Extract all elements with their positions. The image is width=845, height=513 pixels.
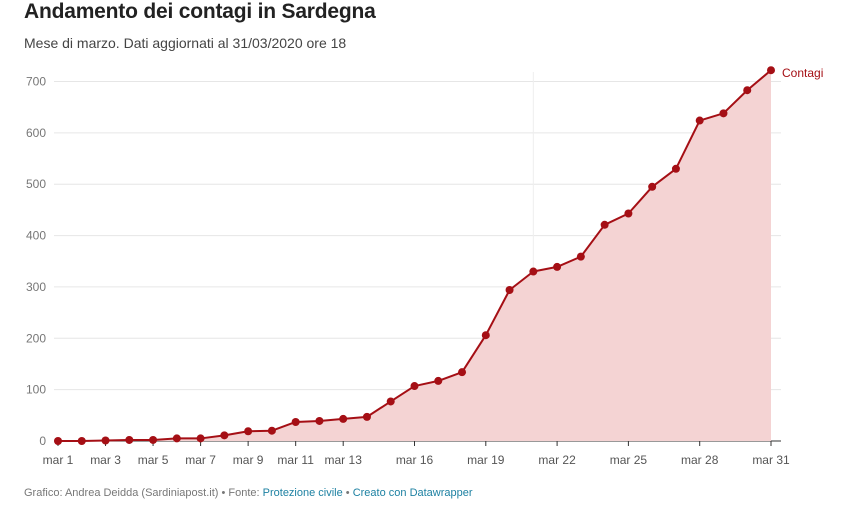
data-point (386, 397, 395, 406)
data-point (600, 220, 609, 229)
data-point (315, 416, 324, 425)
y-tick-label: 0 (39, 434, 46, 448)
x-tick-label: mar 7 (185, 453, 216, 467)
data-point (244, 427, 253, 436)
datawrapper-link[interactable]: Creato con Datawrapper (352, 487, 473, 499)
x-tick-label: mar 16 (396, 453, 434, 467)
data-point (220, 431, 229, 440)
data-point (529, 267, 538, 276)
x-tick-label: mar 28 (681, 453, 719, 467)
data-point (339, 414, 348, 423)
data-point (101, 436, 110, 445)
data-point (553, 262, 562, 271)
data-point (54, 437, 62, 445)
data-point (576, 252, 585, 261)
data-point (719, 109, 728, 118)
data-point (125, 435, 134, 444)
y-tick-label: 400 (26, 229, 46, 243)
data-point (149, 435, 158, 444)
x-tick-label: mar 1 (43, 453, 74, 467)
footer-credit: Grafico: Andrea Deidda (Sardiniapost.it)… (24, 487, 263, 499)
data-point (695, 116, 704, 125)
data-point (648, 182, 657, 191)
data-point (624, 209, 633, 218)
data-point (434, 376, 443, 385)
data-point (362, 412, 371, 421)
data-point (77, 437, 86, 445)
data-point (671, 164, 680, 173)
data-point (458, 368, 467, 377)
y-tick-label: 600 (26, 126, 46, 140)
y-tick-label: 300 (26, 280, 46, 294)
x-tick-label: mar 5 (138, 453, 169, 467)
x-tick-label: mar 9 (233, 453, 264, 467)
data-point (505, 286, 514, 295)
footer-separator: • (342, 487, 353, 499)
x-tick-label: mar 19 (467, 453, 505, 467)
x-tick-label: mar 3 (90, 453, 121, 467)
data-point (743, 86, 752, 95)
y-tick-label: 200 (26, 331, 46, 345)
y-tick-label: 500 (26, 177, 46, 191)
data-point (172, 434, 181, 443)
chart-title: Andamento dei contagi in Sardegna (24, 0, 376, 23)
y-tick-label: 100 (26, 383, 46, 397)
x-tick-label: mar 31 (752, 453, 790, 467)
data-point (481, 331, 490, 340)
x-tick-label: mar 13 (325, 453, 363, 467)
x-tick-label: mar 25 (610, 453, 648, 467)
chart-footer: Grafico: Andrea Deidda (Sardiniapost.it)… (24, 487, 473, 499)
chart-subtitle: Mese di marzo. Dati aggiornati al 31/03/… (24, 35, 347, 51)
data-point (767, 66, 775, 75)
y-tick-label: 700 (26, 75, 46, 89)
data-point (410, 382, 419, 391)
x-tick-label: mar 22 (538, 453, 576, 467)
source-link[interactable]: Protezione civile (262, 487, 343, 499)
data-point (267, 426, 276, 435)
series-label: Contagi (782, 66, 823, 80)
data-point (291, 417, 300, 426)
series-area (58, 70, 771, 442)
data-point (196, 434, 205, 443)
x-tick-label: mar 11 (277, 453, 314, 467)
